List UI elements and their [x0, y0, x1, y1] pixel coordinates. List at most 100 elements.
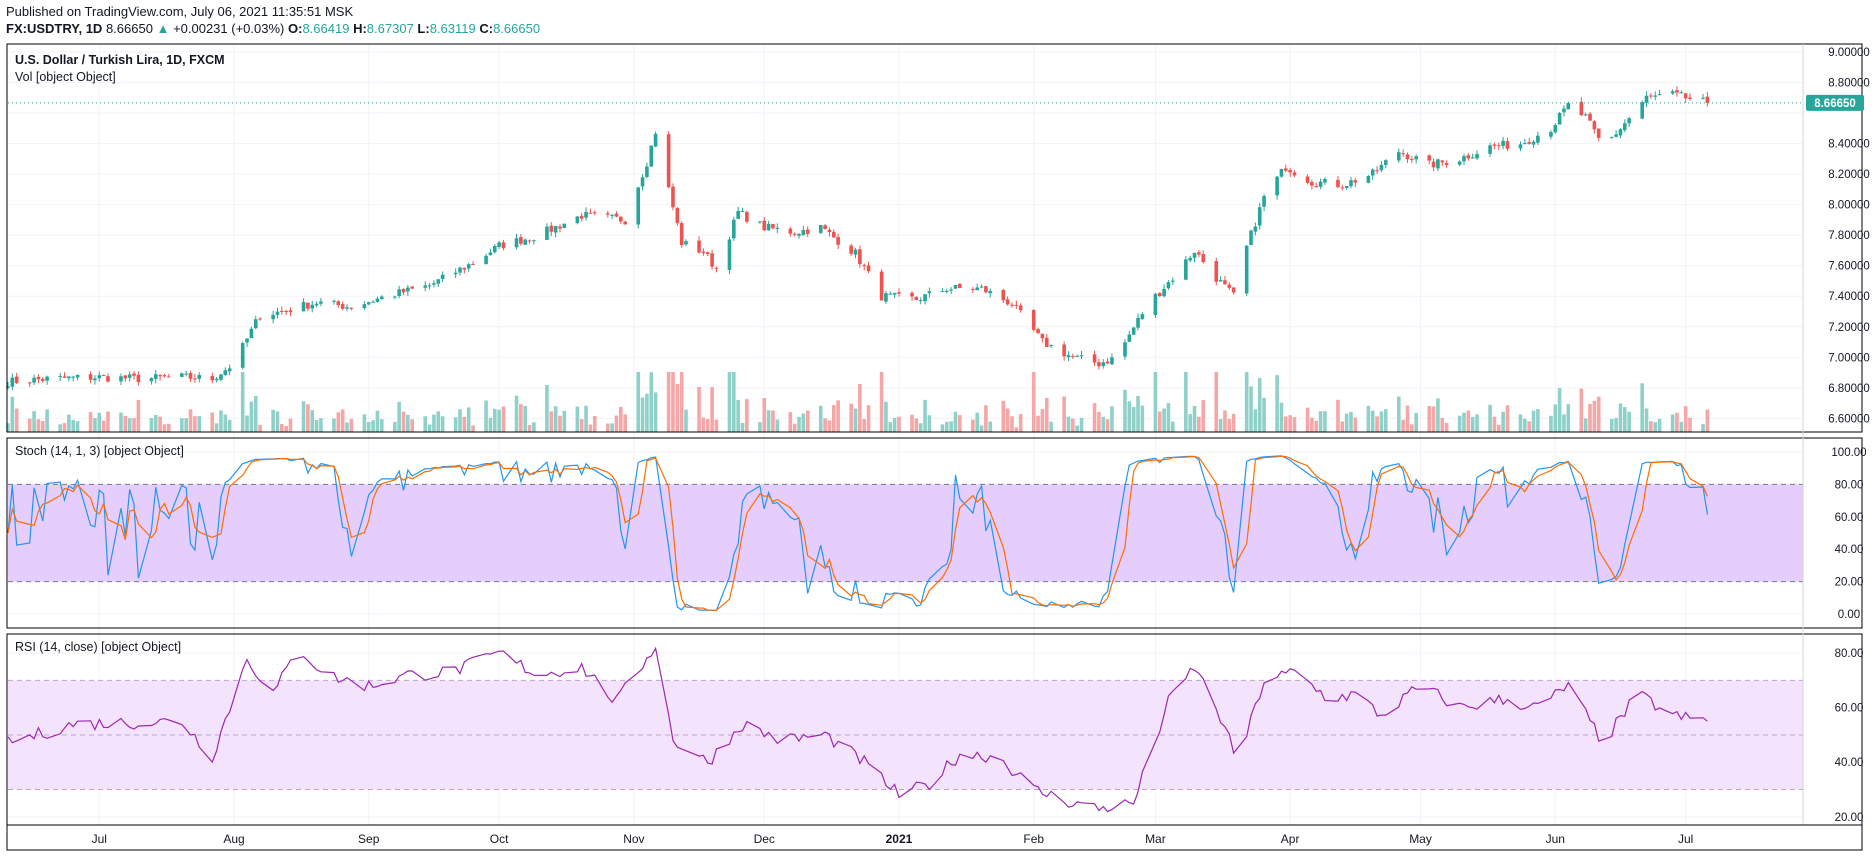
- candle-body: [1683, 93, 1688, 99]
- price-change: +0.00231 (+0.03%): [173, 21, 285, 36]
- candle-body: [432, 283, 436, 285]
- high-label: H:: [353, 21, 367, 36]
- volume-bar: [1527, 421, 1531, 432]
- candle-body: [1675, 90, 1679, 93]
- volume-bar: [1670, 414, 1675, 432]
- volume-bar: [1679, 421, 1684, 432]
- candle-body: [1653, 95, 1658, 97]
- volume-bar: [519, 404, 523, 432]
- candle-body: [319, 301, 323, 304]
- volume-bar: [1031, 372, 1036, 432]
- candle-body: [484, 255, 488, 265]
- candle-body: [1140, 314, 1145, 319]
- candle-body: [471, 263, 475, 265]
- volume-bar: [167, 423, 171, 432]
- candle-body: [501, 242, 506, 249]
- candle-body: [1031, 310, 1036, 330]
- candle-body: [458, 267, 462, 273]
- volume-bar: [879, 372, 884, 432]
- candle-body: [1644, 95, 1649, 103]
- candle-body: [866, 265, 871, 272]
- volume-bar: [1227, 418, 1232, 432]
- candle-body: [614, 213, 619, 217]
- candle-body: [1627, 118, 1631, 124]
- symbol-label[interactable]: FX:USDTRY, 1D: [6, 21, 103, 36]
- volume-bar: [1340, 421, 1345, 432]
- candle-body: [745, 211, 749, 222]
- volume-bar: [158, 416, 162, 432]
- volume-bar: [1353, 417, 1358, 432]
- volume-bar: [36, 419, 41, 432]
- pane-frames: [6, 43, 1863, 851]
- candle-body: [219, 374, 223, 380]
- candle-body: [240, 343, 245, 368]
- candle-body: [958, 283, 962, 289]
- volume-bar: [1071, 418, 1075, 432]
- volume-bar: [1188, 414, 1192, 432]
- volume-bar: [249, 401, 254, 432]
- candle-body: [1227, 284, 1232, 288]
- volume-bar: [514, 395, 519, 432]
- volume-bar: [1075, 425, 1079, 432]
- volume-bar: [584, 405, 588, 432]
- candle-body: [366, 302, 371, 305]
- candle-body: [1153, 293, 1158, 315]
- candle-body: [1223, 280, 1227, 285]
- volume-bar: [240, 372, 245, 432]
- volume-bar: [862, 419, 867, 432]
- volume-bar: [1501, 411, 1505, 432]
- stoch-band: [8, 484, 1803, 582]
- volume-bar: [818, 405, 823, 432]
- candle-body: [214, 378, 219, 381]
- volume-bar: [1249, 386, 1253, 432]
- candle-body: [223, 370, 228, 376]
- volume-bar: [1609, 418, 1614, 432]
- price-tick-label: 6.80000: [1828, 383, 1870, 395]
- volume-bar: [58, 424, 62, 432]
- candle-body: [1536, 135, 1540, 143]
- price-tick-label: 8.80000: [1828, 78, 1870, 90]
- candle-body: [249, 328, 254, 339]
- volume-bar: [971, 419, 975, 432]
- volume-bar: [1110, 406, 1114, 432]
- candle-body: [193, 378, 197, 380]
- volume-bar: [123, 415, 128, 432]
- volume-bar: [127, 418, 132, 432]
- volume-bar: [1436, 398, 1440, 432]
- volume-bar: [610, 423, 614, 432]
- candle-body: [792, 233, 797, 235]
- volume-bar: [319, 418, 323, 432]
- candle-body: [401, 288, 406, 293]
- candle-body: [914, 296, 919, 301]
- candle-body: [523, 239, 528, 245]
- price-tick-label: 7.20000: [1828, 322, 1870, 334]
- candle-body: [1505, 141, 1510, 149]
- candle-body: [649, 145, 654, 167]
- candle-body: [136, 374, 141, 383]
- volume-bar: [1184, 372, 1188, 432]
- volume-bar: [1218, 419, 1223, 432]
- volume-bar: [106, 411, 110, 432]
- candle-body: [10, 377, 15, 387]
- volume-bar: [1657, 418, 1662, 432]
- candle-body: [1383, 160, 1388, 165]
- volume-bar: [1557, 388, 1562, 432]
- candle-body: [897, 292, 901, 294]
- candle-body: [1249, 230, 1253, 245]
- time-tick-label: Mar: [1145, 832, 1166, 846]
- candle-body: [275, 311, 280, 315]
- candle-body: [940, 291, 945, 293]
- volume-bar: [892, 417, 897, 432]
- volume-bar: [119, 412, 123, 432]
- candle-body: [440, 274, 445, 279]
- candle-body: [1501, 140, 1505, 146]
- stoch-tick-label: 60.00: [1835, 512, 1864, 524]
- volume-bar: [788, 412, 793, 432]
- volume-bar: [710, 386, 714, 432]
- volume-bar: [849, 403, 853, 432]
- candle-body: [1066, 355, 1071, 358]
- pane-frame: [6, 43, 1863, 433]
- volume-bar: [701, 417, 706, 432]
- volume-bar: [1262, 397, 1266, 432]
